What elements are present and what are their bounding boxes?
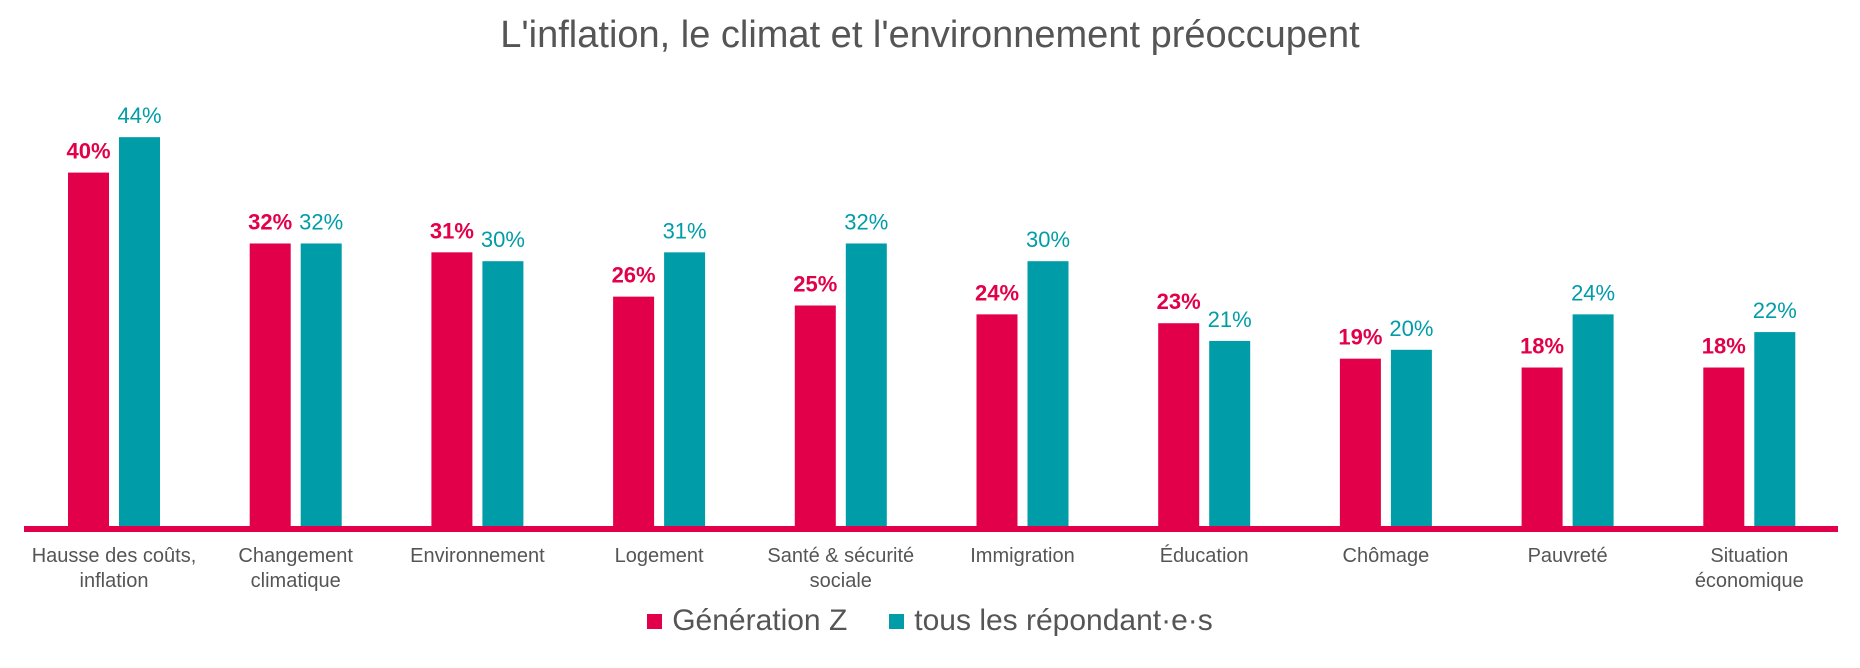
data-label-all-respondents: 22% xyxy=(1753,298,1797,323)
data-label-all-respondents: 21% xyxy=(1208,307,1252,332)
legend-item-series-1: Génération Z xyxy=(647,604,847,638)
data-label-generation-z: 18% xyxy=(1520,334,1564,359)
category-label: Pauvreté xyxy=(1528,545,1608,567)
category-label: Immigration xyxy=(970,545,1074,567)
data-label-generation-z: 23% xyxy=(1157,289,1201,314)
data-label-all-respondents: 31% xyxy=(663,218,707,243)
data-label-all-respondents: 32% xyxy=(844,209,888,234)
data-label-all-respondents: 20% xyxy=(1389,316,1433,341)
data-label-generation-z: 40% xyxy=(66,139,110,164)
category-label: Santé & sécurité xyxy=(767,545,914,567)
bar-all-respondents xyxy=(845,243,887,528)
category-label: Environnement xyxy=(410,545,545,567)
data-label-generation-z: 32% xyxy=(248,209,292,234)
legend-label-series-1: Génération Z xyxy=(672,604,848,637)
bar-generation-z xyxy=(431,252,473,527)
category-label: sociale xyxy=(810,570,872,592)
bar-generation-z xyxy=(794,305,836,527)
bar-all-respondents xyxy=(1209,340,1251,527)
data-label-all-respondents: 24% xyxy=(1571,280,1615,305)
data-label-all-respondents: 44% xyxy=(117,103,161,128)
bar-all-respondents xyxy=(664,252,706,527)
bar-generation-z xyxy=(68,172,109,527)
bar-generation-z xyxy=(976,314,1018,527)
chart-title: L'inflation, le climat et l'environnemen… xyxy=(500,14,1360,56)
data-label-all-respondents: 30% xyxy=(481,227,525,252)
category-label: Éducation xyxy=(1160,544,1249,567)
bar-all-respondents xyxy=(482,261,524,527)
bar-generation-z xyxy=(1521,367,1563,527)
bar-generation-z xyxy=(249,243,291,528)
category-label: climatique xyxy=(251,570,341,592)
category-label: Changement xyxy=(238,545,353,567)
legend-swatch-series-2 xyxy=(889,613,905,629)
data-label-generation-z: 24% xyxy=(975,280,1019,305)
bar-generation-z xyxy=(1339,358,1381,527)
category-label: Logement xyxy=(615,545,704,567)
bar-all-respondents xyxy=(1572,314,1614,527)
category-label: Hausse des coûts, xyxy=(32,545,197,567)
bar-all-respondents xyxy=(1754,332,1796,527)
data-label-generation-z: 31% xyxy=(430,218,474,243)
bar-generation-z xyxy=(1158,323,1200,527)
bar-generation-z xyxy=(613,296,655,527)
bar-all-respondents xyxy=(1390,349,1432,527)
legend-swatch-series-1 xyxy=(647,613,663,629)
data-label-generation-z: 19% xyxy=(1338,325,1382,350)
data-label-all-respondents: 30% xyxy=(1026,227,1070,252)
data-label-generation-z: 18% xyxy=(1702,334,1746,359)
category-label: Chômage xyxy=(1343,545,1430,567)
category-label: Situation xyxy=(1710,545,1788,567)
bar-chart: 40% 44% Hausse des coûts, inflation 32% 32% Ch… xyxy=(24,103,1838,592)
data-label-all-respondents: 32% xyxy=(299,209,343,234)
legend: Génération Z tous les répondant·e·s xyxy=(0,604,1860,638)
bar-all-respondents xyxy=(119,137,160,527)
data-label-generation-z: 25% xyxy=(793,272,837,297)
data-label-generation-z: 26% xyxy=(612,263,656,288)
bar-generation-z xyxy=(1703,367,1745,527)
category-label: inflation xyxy=(80,570,149,592)
legend-label-series-2: tous les répondant·e·s xyxy=(914,604,1213,637)
bar-all-respondents xyxy=(1027,261,1069,527)
bar-all-respondents xyxy=(300,243,342,528)
category-label: économique xyxy=(1695,570,1804,592)
legend-item-series-2: tous les répondant·e·s xyxy=(889,604,1213,638)
